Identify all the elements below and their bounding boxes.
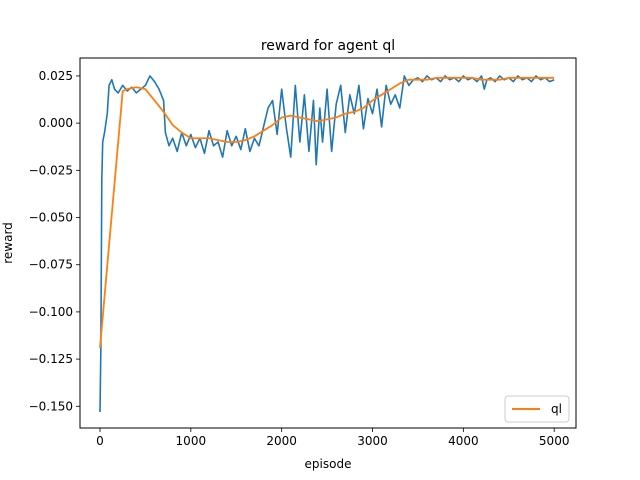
y-tick-label: −0.050 xyxy=(29,211,73,225)
chart-title: reward for agent ql xyxy=(261,38,395,54)
y-tick-label: −0.125 xyxy=(29,352,73,366)
x-tick-label: 5000 xyxy=(539,434,570,448)
y-axis: −0.150 −0.125 −0.100 −0.075 −0.050 −0.025 0.00… xyxy=(29,69,80,413)
x-tick-label: 2000 xyxy=(266,434,297,448)
x-tick-label: 1000 xyxy=(176,434,207,448)
x-tick-label: 0 xyxy=(96,434,104,448)
y-tick-label: −0.150 xyxy=(29,399,73,413)
series-line-smoothed xyxy=(99,76,555,348)
series-line-raw xyxy=(99,75,555,412)
legend-label: ql xyxy=(551,402,562,416)
x-axis-label: episode xyxy=(305,457,352,471)
plot-area xyxy=(99,75,555,412)
y-tick-label: −0.025 xyxy=(29,163,73,177)
x-tick-label: 4000 xyxy=(448,434,479,448)
legend: ql xyxy=(504,395,570,423)
x-axis: 0 1000 2000 3000 4000 5000 xyxy=(96,428,569,448)
y-tick-label: −0.075 xyxy=(29,258,73,272)
y-tick-label: −0.100 xyxy=(29,305,73,319)
series-layer xyxy=(99,75,555,412)
y-tick-label: 0.025 xyxy=(39,69,73,83)
y-axis-label: reward xyxy=(1,222,15,264)
plot-frame xyxy=(79,57,577,429)
x-tick-label: 3000 xyxy=(357,434,388,448)
y-tick-label: 0.000 xyxy=(39,116,73,130)
